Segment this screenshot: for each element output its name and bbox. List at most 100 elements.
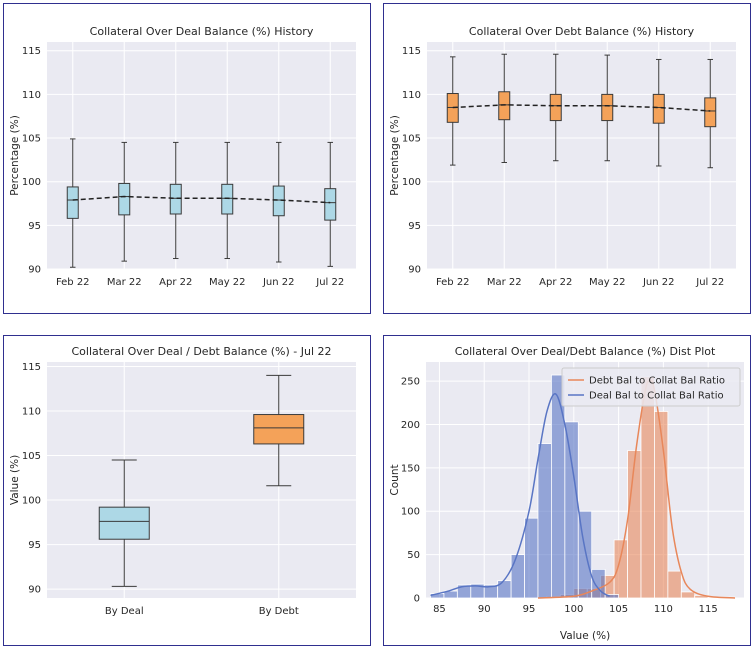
box-may-22: [221, 141, 234, 260]
y-tick-label: 100: [22, 177, 41, 188]
x-tick-label: Feb 22: [56, 277, 90, 288]
history-deal-panel: Collateral Over Deal Balance (%) History…: [3, 3, 371, 314]
y-axis-label: Count: [389, 464, 401, 495]
histogram-bar: [640, 376, 655, 599]
plot-area: [47, 42, 356, 269]
y-axis-label: Value (%): [9, 455, 21, 505]
y-tick-label: 105: [22, 134, 41, 145]
box-jul-22: [324, 141, 337, 267]
x-tick-label: Mar 22: [107, 277, 142, 288]
plot-area: [47, 362, 356, 598]
legend-entry: Debt Bal to Collat Bal Ratio: [589, 376, 725, 387]
iqr-box: [98, 506, 150, 540]
chart-title: Collateral Over Debt Balance (%) History: [469, 25, 695, 38]
histogram-bar: [591, 568, 606, 599]
y-tick-label: 90: [28, 265, 41, 276]
x-tick-label: Jul 22: [315, 277, 344, 288]
median-trend-line: [72, 195, 331, 204]
y-tick-label: 50: [407, 550, 420, 561]
box-mar-22: [498, 53, 511, 163]
histogram-bar: [604, 594, 619, 599]
iqr-box: [66, 186, 79, 219]
y-tick-label: 105: [22, 451, 41, 462]
histogram-bar: [564, 421, 579, 599]
y-tick-label: 90: [28, 585, 41, 596]
histogram-bar: [680, 591, 696, 599]
deal-vs-debt-panel: Collateral Over Deal / Debt Balance (%) …: [3, 335, 371, 646]
dist-plot-panel: Collateral Over Deal/Debt Balance (%) Di…: [383, 335, 751, 646]
box-mar-22: [118, 141, 131, 262]
box-jun-22: [272, 141, 285, 263]
iqr-box: [169, 183, 182, 215]
chart-title: Collateral Over Deal / Debt Balance (%) …: [71, 345, 331, 358]
box-may-22: [601, 54, 614, 162]
dist-plot-chart: Collateral Over Deal/Debt Balance (%) Di…: [389, 345, 744, 642]
iqr-box: [704, 97, 717, 128]
histogram-bar: [627, 450, 642, 599]
iqr-box: [498, 91, 511, 121]
histogram-bar: [497, 580, 512, 599]
histogram-deal-bal-to-collat-bal-ratio: [430, 374, 619, 599]
histogram-bar: [551, 374, 566, 599]
iqr-box: [118, 182, 131, 216]
x-tick-label: 85: [433, 604, 446, 615]
y-tick-label: 110: [22, 90, 41, 101]
x-tick-label: May 22: [209, 277, 246, 288]
x-tick-label: 110: [654, 604, 673, 615]
iqr-box: [324, 188, 337, 221]
plot-area: [427, 42, 736, 269]
y-tick-label: 0: [414, 594, 420, 605]
y-tick-label: 95: [408, 221, 421, 232]
box-jul-22: [704, 58, 717, 169]
deal-vs-debt-chart: Collateral Over Deal / Debt Balance (%) …: [9, 345, 356, 617]
histogram-bar: [537, 443, 552, 599]
x-tick-label: 100: [564, 604, 583, 615]
y-axis-label: Percentage (%): [9, 115, 21, 196]
x-axis-label: Value (%): [560, 630, 610, 642]
box-by-debt: [253, 374, 305, 487]
box-apr-22: [549, 53, 562, 162]
iqr-box: [601, 93, 614, 122]
histogram-bar: [667, 570, 682, 599]
x-tick-label: 95: [523, 604, 536, 615]
history-debt-chart: Collateral Over Debt Balance (%) History…: [389, 25, 736, 288]
box-by-deal: [98, 459, 150, 587]
histogram-bar: [524, 517, 539, 599]
histogram-bar: [510, 554, 525, 599]
kde-curve: [430, 393, 611, 597]
legend-box: [561, 367, 741, 407]
x-tick-label: 90: [478, 604, 491, 615]
histogram-bar: [654, 411, 669, 599]
x-tick-label: 105: [609, 604, 628, 615]
y-tick-label: 150: [401, 463, 420, 474]
x-tick-label: 115: [699, 604, 718, 615]
y-tick-label: 115: [402, 46, 421, 57]
iqr-box: [652, 93, 665, 124]
iqr-box: [253, 414, 305, 445]
x-tick-label: Jun 22: [262, 277, 295, 288]
legend-entry: Deal Bal to Collat Bal Ratio: [589, 391, 724, 402]
y-tick-label: 115: [22, 362, 41, 373]
history-debt-panel: Collateral Over Debt Balance (%) History…: [383, 3, 751, 314]
legend: Debt Bal to Collat Bal Ratio Deal Bal to …: [561, 367, 741, 407]
chart-title: Collateral Over Deal/Debt Balance (%) Di…: [455, 345, 716, 358]
y-tick-label: 200: [401, 420, 420, 431]
histogram-bar: [613, 539, 628, 599]
x-tick-label: Apr 22: [159, 277, 192, 288]
y-axis-label: Percentage (%): [389, 115, 401, 196]
y-tick-label: 110: [402, 90, 421, 101]
history-deal-chart: Collateral Over Deal Balance (%) History…: [9, 25, 356, 288]
y-tick-label: 250: [401, 377, 420, 388]
x-tick-label: Mar 22: [487, 277, 522, 288]
y-tick-label: 95: [28, 221, 41, 232]
x-tick-label: Jun 22: [642, 277, 675, 288]
x-tick-label: Apr 22: [539, 277, 572, 288]
x-tick-label: Jul 22: [695, 277, 724, 288]
y-tick-label: 115: [22, 46, 41, 57]
y-tick-label: 100: [401, 507, 420, 518]
box-apr-22: [169, 141, 182, 260]
y-tick-label: 110: [22, 406, 41, 417]
chart-title: Collateral Over Deal Balance (%) History: [90, 25, 314, 38]
y-tick-label: 90: [408, 265, 421, 276]
y-tick-label: 105: [402, 134, 421, 145]
